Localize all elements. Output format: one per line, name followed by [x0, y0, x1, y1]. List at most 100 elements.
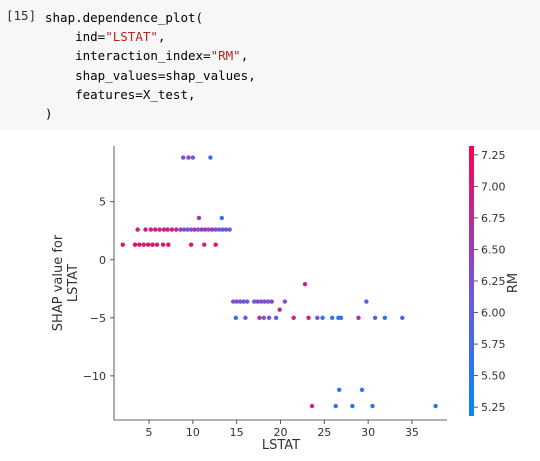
colorbar-tick-label: 7.25	[481, 149, 506, 162]
scatter-point	[206, 227, 211, 232]
scatter-point	[202, 227, 208, 232]
code-editor[interactable]: shap.dependence_plot( ind="LSTAT", inter…	[45, 8, 256, 123]
scatter-point	[120, 242, 125, 247]
code-token: )	[45, 106, 53, 122]
y-tick-label: 5	[99, 196, 106, 209]
colorbar-tick-label: 6.75	[481, 212, 506, 225]
x-tick-label: 25	[317, 426, 331, 439]
scatter-point	[188, 242, 194, 247]
scatter-points	[120, 155, 438, 409]
scatter-point	[315, 315, 320, 321]
scatter-point	[372, 315, 378, 321]
scatter-point	[370, 403, 375, 409]
scatter-point	[188, 227, 194, 232]
scatter-point	[364, 299, 369, 304]
scatter-point	[213, 242, 218, 247]
scatter-point	[152, 227, 158, 232]
scatter-point	[237, 299, 243, 304]
scatter-point	[186, 155, 191, 160]
x-tick-label: 15	[230, 426, 244, 439]
colorbar-label: RM	[506, 273, 521, 293]
scatter-point	[157, 227, 162, 232]
scatter-point	[209, 227, 215, 232]
scatter-point	[230, 299, 236, 304]
scatter-point	[433, 403, 438, 409]
scatter-point	[252, 299, 257, 304]
colorbar-tick-label: 5.50	[481, 370, 506, 383]
scatter-point	[330, 315, 335, 321]
scatter-point	[190, 155, 196, 160]
scatter-point	[213, 227, 218, 232]
scatter-point	[227, 227, 232, 232]
x-tick-label: 5	[146, 426, 153, 439]
x-tick-label: 10	[186, 426, 200, 439]
colorbar-tick-label: 5.75	[481, 338, 506, 351]
scatter-point	[141, 242, 146, 247]
scatter-point	[291, 315, 296, 321]
scatter-point	[143, 227, 148, 232]
scatter-point	[277, 307, 282, 312]
x-ticks: 5 10 15 20 25 30 35	[146, 420, 419, 439]
scatter-point	[309, 403, 315, 409]
code-line: shap.dependence_plot(	[45, 8, 256, 27]
code-line: shap_values=shap_values,	[45, 66, 256, 85]
colorbar-tick-label: 6.50	[481, 243, 506, 256]
code-token: ind=	[45, 29, 106, 45]
scatter-point	[132, 242, 138, 247]
scatter-point	[178, 227, 183, 232]
x-axis-label: LSTAT	[262, 438, 300, 453]
scatter-point	[262, 299, 267, 304]
scatter-point	[166, 242, 171, 247]
colorbar	[469, 146, 474, 416]
scatter-point	[356, 315, 361, 321]
code-token: ,	[240, 48, 249, 64]
scatter-point	[195, 227, 201, 232]
scatter-point	[243, 315, 248, 321]
code-line: ind="LSTAT",	[45, 27, 256, 46]
colorbar-tick-label: 5.25	[481, 401, 506, 414]
scatter-point	[269, 299, 274, 304]
code-token: features=X_test,	[45, 86, 196, 102]
code-token: shap_values=shap_values,	[45, 67, 256, 83]
dependence-plot: 5 10 15 20 25 30 35 5 0 −5 −10 LSTAT SHAP value f…	[51, 146, 521, 453]
code-string: "LSTAT"	[105, 29, 158, 45]
y-ticks: 5 0 −5 −10	[83, 196, 114, 383]
code-line: )	[45, 104, 256, 123]
code-token: ,	[157, 29, 166, 45]
scatter-point	[241, 299, 246, 304]
scatter-point	[181, 155, 186, 160]
scatter-point	[338, 315, 344, 321]
scatter-point	[259, 299, 264, 304]
scatter-point	[145, 242, 151, 247]
colorbar-tick-label: 6.25	[481, 275, 506, 288]
scatter-point	[255, 299, 260, 304]
code-line: interaction_index="RM",	[45, 46, 256, 65]
scatter-point	[266, 315, 272, 321]
scatter-point	[333, 403, 338, 409]
scatter-point	[135, 227, 140, 232]
scatter-point	[234, 299, 239, 304]
x-tick-label: 20	[274, 426, 288, 439]
scatter-point	[261, 315, 267, 321]
code-cell-input[interactable]: [15] shap.dependence_plot( ind="LSTAT", …	[0, 0, 540, 130]
scatter-point	[219, 215, 224, 221]
scatter-point	[181, 227, 187, 232]
code-line: features=X_test,	[45, 85, 256, 104]
scatter-point	[223, 227, 229, 232]
y-tick-label: 0	[99, 254, 106, 267]
axes	[113, 146, 447, 421]
code-token: shap.dependence_plot(	[45, 10, 204, 25]
x-tick-label: 30	[361, 426, 375, 439]
y-tick-label: −5	[90, 312, 106, 325]
scatter-point	[148, 227, 154, 232]
scatter-point	[282, 299, 288, 304]
y-axis-label-line1: SHAP value for	[51, 234, 66, 331]
scatter-point	[216, 227, 222, 232]
scatter-point	[302, 281, 308, 287]
scatter-point	[306, 315, 311, 321]
colorbar-ticks: 5.25 5.50 5.75 6.00 6.25 6.50 6.75 7.00 7.25	[474, 149, 506, 414]
scatter-point	[382, 315, 387, 321]
scatter-point	[320, 315, 325, 321]
y-tick-label: −10	[83, 370, 106, 383]
code-string: "RM"	[210, 48, 241, 64]
